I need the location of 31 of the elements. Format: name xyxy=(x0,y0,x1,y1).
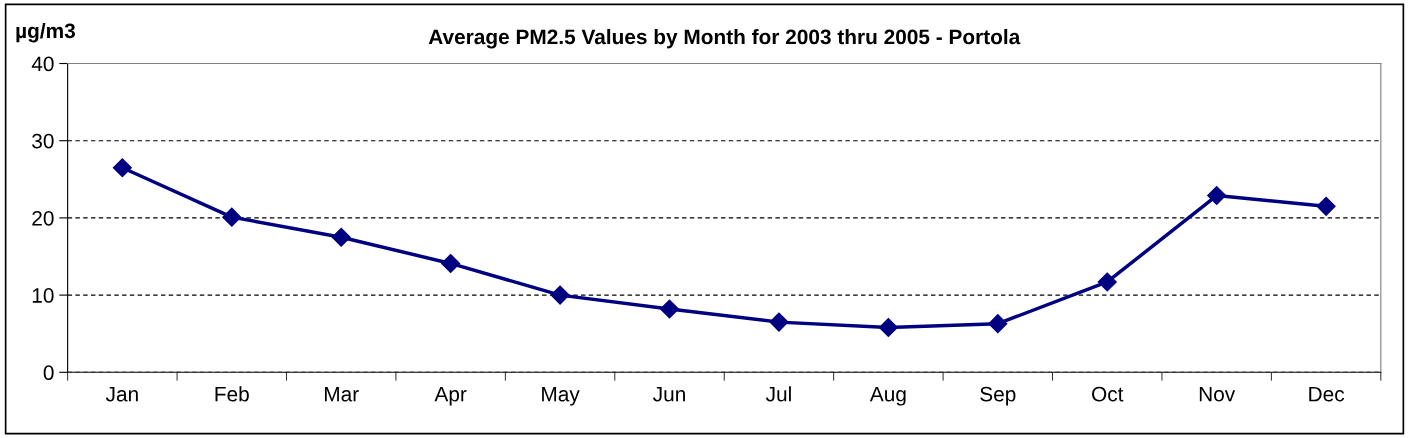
point xyxy=(441,253,461,273)
x-tick-label: Jun xyxy=(653,386,685,402)
x-tick-label: Feb xyxy=(215,386,249,402)
x-tick-label: Jul xyxy=(765,386,791,402)
x-tick-label: Oct xyxy=(1092,386,1124,402)
point xyxy=(1207,185,1227,206)
y-axis-title: µg/m3 xyxy=(16,22,75,43)
y-tick-label: 10 xyxy=(32,288,54,303)
y-tick-label: 30 xyxy=(32,133,54,149)
x-tick-label: Jan xyxy=(105,386,138,402)
point xyxy=(1097,272,1117,292)
y-tick-label: 20 xyxy=(32,210,54,226)
point xyxy=(878,317,898,338)
x-tick-label: May xyxy=(542,386,580,406)
x-tick-label: Aug xyxy=(869,386,906,406)
x-tick-label: Nov xyxy=(1199,386,1236,402)
y-tick-label: 0 xyxy=(43,365,54,381)
point xyxy=(550,285,570,305)
point xyxy=(1316,196,1336,216)
point xyxy=(331,227,351,247)
x-tick-label: Sep xyxy=(980,386,1016,406)
chart-title: Average PM2.5 Values by Month for 2003 thru 2005 - Portola xyxy=(428,28,1021,49)
point xyxy=(222,207,242,227)
x-tick-label: Mar xyxy=(324,386,359,402)
y-tick-label: 40 xyxy=(31,56,54,72)
point xyxy=(112,158,132,178)
x-tick-label: Dec xyxy=(1309,386,1345,402)
point xyxy=(769,312,789,332)
x-tick-label: Apr xyxy=(434,386,467,406)
point xyxy=(988,314,1008,334)
point xyxy=(659,299,680,319)
